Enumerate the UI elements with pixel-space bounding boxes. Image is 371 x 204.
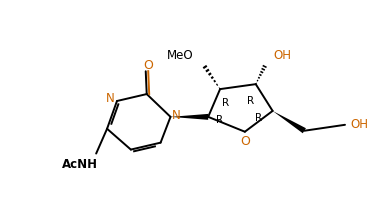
Text: AcNH: AcNH	[62, 157, 98, 170]
Text: OH: OH	[273, 49, 292, 62]
Text: OH: OH	[350, 118, 368, 131]
Text: N: N	[106, 91, 115, 104]
Text: R: R	[247, 95, 255, 105]
Text: R: R	[216, 114, 223, 124]
Text: O: O	[143, 59, 152, 71]
Text: R: R	[223, 98, 230, 108]
Polygon shape	[171, 114, 208, 120]
Text: O: O	[240, 134, 250, 147]
Text: R: R	[255, 112, 262, 122]
Text: N: N	[171, 109, 180, 122]
Polygon shape	[273, 111, 306, 134]
Text: MeO: MeO	[167, 49, 193, 62]
